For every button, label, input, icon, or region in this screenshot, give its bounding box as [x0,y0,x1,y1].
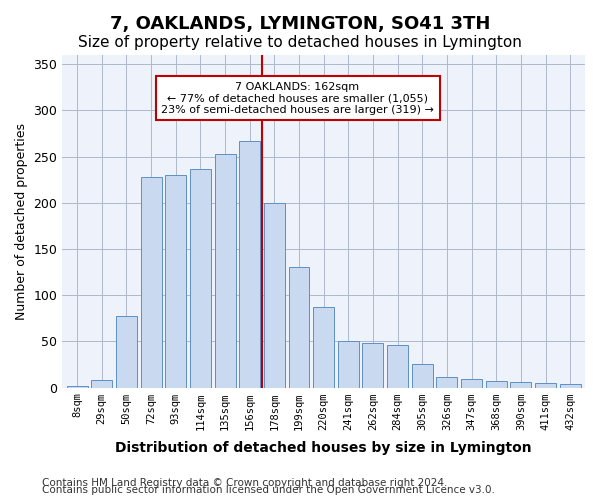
Bar [67,386,88,388]
Text: Contains public sector information licensed under the Open Government Licence v3: Contains public sector information licen… [42,485,495,495]
Bar [264,203,285,388]
Bar [289,266,310,388]
Bar [313,307,334,388]
Bar [362,343,383,388]
Bar [215,154,236,388]
Bar [412,364,433,388]
Bar [338,342,359,388]
Bar [535,383,556,388]
Bar [165,175,186,388]
Bar [387,345,408,388]
Text: Contains HM Land Registry data © Crown copyright and database right 2024.: Contains HM Land Registry data © Crown c… [42,478,448,488]
Bar [239,141,260,388]
Bar [486,381,507,388]
Bar [140,177,161,388]
Bar [91,380,112,388]
Bar [511,382,532,388]
Bar [116,316,137,388]
Text: 7 OAKLANDS: 162sqm
← 77% of detached houses are smaller (1,055)
23% of semi-deta: 7 OAKLANDS: 162sqm ← 77% of detached hou… [161,82,434,115]
Bar [560,384,581,388]
Y-axis label: Number of detached properties: Number of detached properties [15,123,28,320]
X-axis label: Distribution of detached houses by size in Lymington: Distribution of detached houses by size … [115,441,532,455]
Bar [190,168,211,388]
Text: Size of property relative to detached houses in Lymington: Size of property relative to detached ho… [78,35,522,50]
Bar [461,379,482,388]
Text: 7, OAKLANDS, LYMINGTON, SO41 3TH: 7, OAKLANDS, LYMINGTON, SO41 3TH [110,15,490,33]
Bar [436,378,457,388]
